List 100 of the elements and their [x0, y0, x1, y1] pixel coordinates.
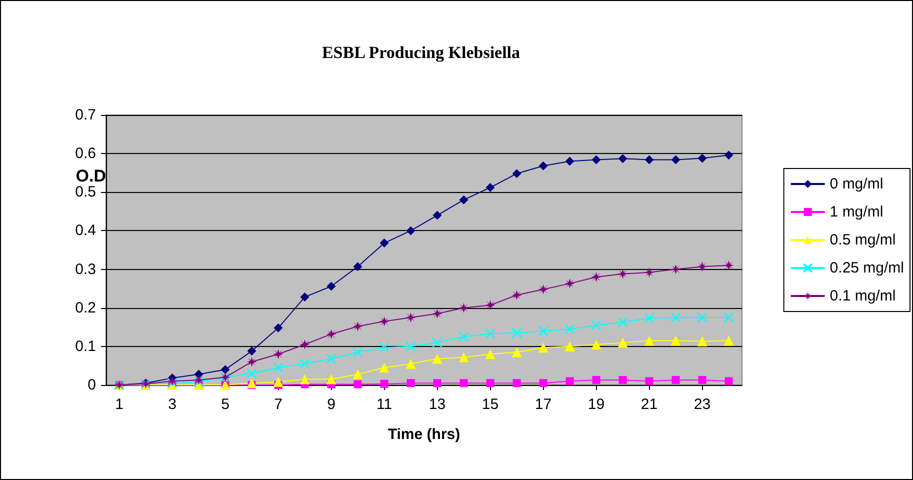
- x-tick-label: 17: [534, 396, 552, 413]
- point: [697, 262, 708, 272]
- point: [512, 347, 522, 358]
- point: [512, 328, 522, 338]
- point: [591, 340, 602, 350]
- point: [670, 312, 681, 323]
- point: [460, 379, 468, 388]
- point: [697, 312, 708, 323]
- point: [432, 308, 442, 319]
- point: [379, 316, 390, 326]
- x-tick-label: 11: [376, 396, 392, 413]
- point: [724, 312, 734, 323]
- point: [406, 379, 415, 388]
- point: [512, 169, 522, 178]
- point: [380, 238, 389, 248]
- point: [247, 346, 256, 356]
- point: [273, 349, 284, 360]
- point: [618, 154, 628, 164]
- point: [618, 338, 628, 348]
- point: [671, 155, 680, 164]
- point: [432, 210, 442, 220]
- y-tick-label: 0.1: [75, 338, 96, 355]
- x-tick-label: 21: [640, 396, 658, 413]
- point: [352, 347, 363, 358]
- x-axis-title: Time (hrs): [388, 426, 460, 443]
- point: [670, 336, 681, 346]
- y-tick-label: 0.6: [75, 145, 96, 162]
- point: [564, 341, 575, 352]
- point: [354, 380, 362, 388]
- y-axis-title: O.D: [76, 166, 106, 186]
- point: [724, 377, 733, 386]
- point: [644, 336, 654, 346]
- point: [326, 329, 336, 340]
- y-tick-label: 0.3: [75, 260, 96, 278]
- chart-title: ESBL Producing Klebsiella: [322, 43, 521, 62]
- point: [274, 323, 283, 332]
- x-tick-label: 3: [168, 396, 176, 413]
- point: [538, 326, 548, 336]
- point: [539, 379, 548, 388]
- point: [592, 376, 600, 384]
- point: [379, 362, 390, 373]
- point: [697, 336, 708, 346]
- point: [300, 340, 310, 350]
- point: [194, 370, 204, 379]
- point: [432, 354, 442, 364]
- point: [724, 260, 734, 270]
- point: [300, 374, 310, 384]
- point: [724, 336, 734, 346]
- x-tick-label: 5: [221, 396, 230, 413]
- point: [406, 312, 416, 322]
- point: [379, 342, 390, 353]
- point: [538, 284, 548, 294]
- point: [698, 376, 706, 384]
- x-tick-label: 13: [428, 396, 446, 413]
- legend-label: 0.25 mg/ml: [830, 260, 904, 276]
- point: [194, 374, 204, 385]
- point: [672, 376, 680, 384]
- point: [458, 352, 469, 362]
- point: [246, 368, 257, 379]
- point: [300, 358, 310, 369]
- point: [194, 376, 204, 388]
- point: [486, 379, 494, 388]
- point: [592, 155, 601, 164]
- legend-label: 0 mg/ml: [830, 176, 884, 192]
- point: [406, 358, 416, 369]
- point: [458, 332, 469, 342]
- x-tick-label: 1: [115, 396, 124, 413]
- point: [352, 321, 363, 332]
- point: [432, 337, 442, 348]
- point: [644, 267, 654, 278]
- point: [273, 376, 284, 387]
- y-tick-label: 0.5: [75, 184, 96, 201]
- point: [566, 377, 574, 386]
- point: [618, 316, 628, 328]
- point: [670, 264, 681, 274]
- point: [406, 226, 416, 236]
- y-tick-label: 0.7: [75, 106, 96, 124]
- point: [273, 362, 284, 373]
- legend-label: 1 mg/ml: [830, 204, 884, 220]
- point: [485, 349, 496, 360]
- x-tick-label: 9: [327, 396, 336, 413]
- point: [618, 376, 627, 384]
- point: [591, 272, 602, 282]
- point: [644, 155, 654, 164]
- y-tick-label: 0.4: [75, 222, 96, 240]
- point: [644, 313, 654, 324]
- point: [433, 379, 442, 388]
- point: [458, 302, 469, 313]
- point: [406, 341, 416, 352]
- point: [564, 324, 575, 334]
- x-tick-label: 7: [274, 396, 282, 413]
- y-tick-label: 0: [88, 376, 96, 394]
- x-tick-label: 19: [588, 396, 605, 413]
- point: [538, 342, 548, 353]
- point: [380, 380, 388, 388]
- point: [512, 290, 522, 300]
- point: [246, 356, 257, 367]
- point: [485, 328, 496, 339]
- point: [220, 365, 230, 374]
- point: [564, 278, 575, 289]
